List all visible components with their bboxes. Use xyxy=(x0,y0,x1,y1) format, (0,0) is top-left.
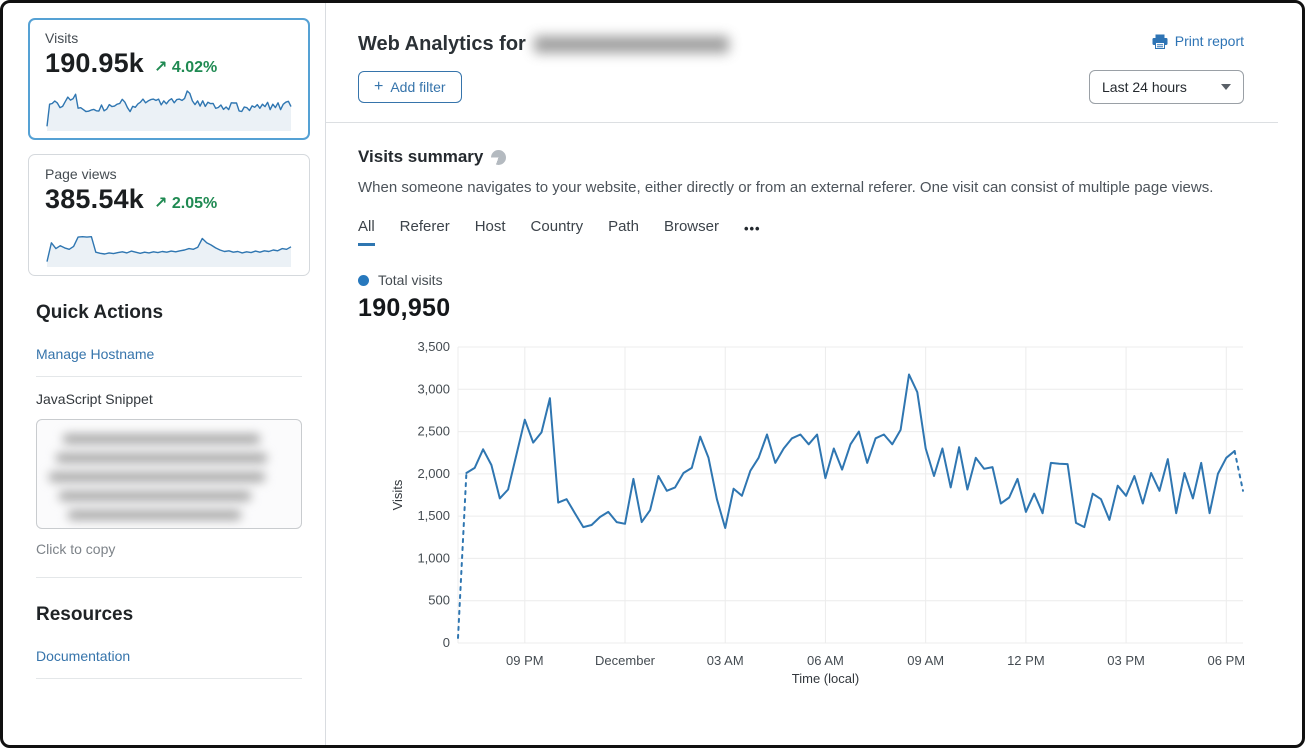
javascript-snippet-label: JavaScript Snippet xyxy=(36,391,153,407)
add-filter-button[interactable]: + Add filter xyxy=(358,71,462,103)
visits-sparkline-chart xyxy=(46,90,292,131)
redacted-code-line xyxy=(68,510,241,520)
quick-actions-title: Quick Actions xyxy=(36,302,164,323)
svg-text:1,500: 1,500 xyxy=(417,508,450,523)
metric-card-pageviews[interactable]: Page views 385.54k ↗ 2.05% xyxy=(28,154,310,276)
print-report-button[interactable]: Print report xyxy=(1152,33,1244,49)
help-icon[interactable] xyxy=(491,149,507,165)
metric-value: 385.54k xyxy=(45,184,144,214)
time-range-value: Last 24 hours xyxy=(1102,79,1187,95)
redacted-code-line xyxy=(63,434,261,444)
tab-all[interactable]: All xyxy=(358,218,375,246)
redacted-code-line xyxy=(58,491,251,501)
svg-text:06 PM: 06 PM xyxy=(1208,653,1246,668)
filter-row: + Add filter Last 24 hours xyxy=(326,56,1302,104)
click-to-copy-hint: Click to copy xyxy=(36,541,116,557)
metric-delta: ↗ 4.02% xyxy=(154,59,218,76)
javascript-snippet-code-box[interactable] xyxy=(36,419,302,529)
metric-value: 190.95k xyxy=(45,48,144,78)
trend-up-icon: ↗ xyxy=(154,59,168,76)
trend-up-icon: ↗ xyxy=(154,195,168,212)
print-report-label: Print report xyxy=(1174,33,1244,49)
svg-text:03 AM: 03 AM xyxy=(707,653,744,668)
main-content: Web Analytics for Print report + Add fil… xyxy=(325,3,1302,745)
metric-label: Visits xyxy=(45,30,79,46)
page-title: Web Analytics for xyxy=(358,33,729,56)
tab-referer[interactable]: Referer xyxy=(399,218,450,235)
svg-text:0: 0 xyxy=(443,635,450,650)
svg-text:03 PM: 03 PM xyxy=(1107,653,1145,668)
sidebar: Visits 190.95k ↗ 4.02% Page views 385.54… xyxy=(3,3,325,745)
svg-text:1,000: 1,000 xyxy=(417,550,450,565)
visits-summary-section: Visits summary When someone navigates to… xyxy=(326,123,1302,696)
svg-text:12 PM: 12 PM xyxy=(1007,653,1045,668)
legend-dot-icon xyxy=(358,274,369,286)
more-tabs-button[interactable]: ••• xyxy=(743,220,761,236)
svg-text:06 AM: 06 AM xyxy=(807,653,844,668)
tab-path[interactable]: Path xyxy=(608,218,639,235)
plus-icon: + xyxy=(374,78,384,95)
svg-text:09 PM: 09 PM xyxy=(506,653,544,668)
visits-summary-title: Visits summary xyxy=(358,147,484,166)
chevron-down-icon xyxy=(1221,84,1231,90)
redacted-site-domain xyxy=(533,36,729,53)
svg-text:Time (local): Time (local) xyxy=(792,671,859,686)
svg-text:09 AM: 09 AM xyxy=(907,653,944,668)
divider xyxy=(36,577,302,578)
svg-text:Visits: Visits xyxy=(390,479,405,510)
time-range-dropdown[interactable]: Last 24 hours xyxy=(1089,70,1244,104)
line-chart-svg: 0 500 1,000 1,500 2,000 2,500 3,000 3,500 09 PM D… xyxy=(390,339,1246,686)
redacted-code-line xyxy=(49,472,265,482)
legend-label: Total visits xyxy=(378,272,443,288)
add-filter-label: Add filter xyxy=(390,79,446,95)
total-visits-value: 190,950 xyxy=(358,294,451,322)
printer-icon xyxy=(1152,34,1168,49)
visits-summary-description: When someone navigates to your website, … xyxy=(358,179,1214,196)
visits-line-chart: 0 500 1,000 1,500 2,000 2,500 3,000 3,500 09 PM D… xyxy=(390,339,1245,696)
divider xyxy=(36,678,302,679)
documentation-link[interactable]: Documentation xyxy=(36,648,131,664)
svg-text:3,000: 3,000 xyxy=(417,381,450,396)
summary-tabs: All Referer Host Country Path Browser ••… xyxy=(358,218,1244,246)
resources-title: Resources xyxy=(36,604,134,625)
svg-text:500: 500 xyxy=(428,593,450,608)
pageviews-sparkline-chart xyxy=(46,236,292,267)
chart-legend: Total visits xyxy=(358,272,1244,288)
metric-label: Page views xyxy=(45,166,117,182)
tab-country[interactable]: Country xyxy=(530,218,584,235)
redacted-code-line xyxy=(56,453,268,463)
metric-delta: ↗ 2.05% xyxy=(154,195,218,212)
divider xyxy=(36,376,302,377)
tab-browser[interactable]: Browser xyxy=(663,218,719,235)
main-header: Web Analytics for Print report xyxy=(326,3,1302,56)
svg-text:3,500: 3,500 xyxy=(417,341,450,354)
svg-text:2,000: 2,000 xyxy=(417,466,450,481)
manage-hostname-link[interactable]: Manage Hostname xyxy=(36,346,155,362)
metric-card-visits[interactable]: Visits 190.95k ↗ 4.02% xyxy=(28,18,310,140)
divider xyxy=(326,122,1278,123)
tab-host[interactable]: Host xyxy=(474,218,506,235)
svg-text:2,500: 2,500 xyxy=(417,424,450,439)
svg-text:December: December xyxy=(595,653,656,668)
